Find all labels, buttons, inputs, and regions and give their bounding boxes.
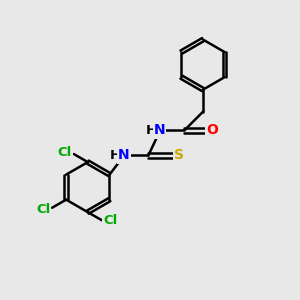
Text: H: H (110, 149, 121, 162)
Text: N: N (154, 124, 165, 137)
Text: O: O (206, 124, 218, 137)
Text: S: S (174, 148, 184, 163)
Text: H: H (146, 124, 157, 137)
Text: N: N (118, 148, 129, 163)
Text: Cl: Cl (36, 203, 50, 216)
Text: Cl: Cl (58, 146, 72, 159)
Text: Cl: Cl (103, 214, 118, 227)
